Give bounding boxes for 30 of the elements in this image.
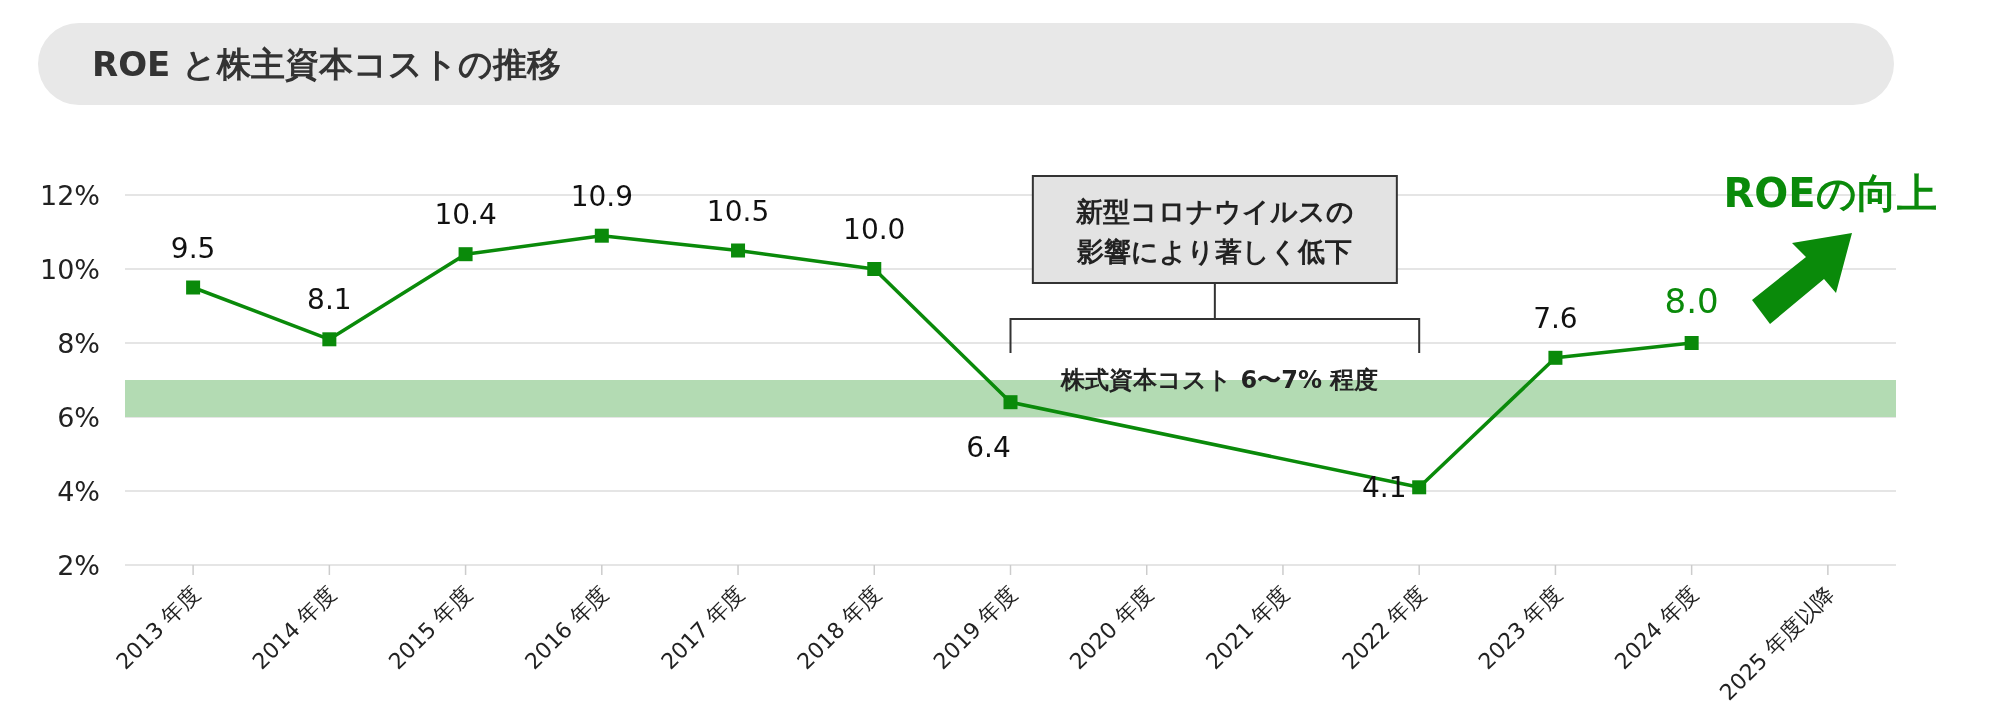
point xyxy=(322,332,337,347)
y-tick-label: 8% xyxy=(57,328,100,359)
point xyxy=(731,243,746,258)
data-label: 7.6 xyxy=(1533,301,1578,335)
data-label: 10.5 xyxy=(706,194,770,228)
point xyxy=(186,280,201,295)
data-label: 8.1 xyxy=(307,283,352,317)
y-tick-label: 12% xyxy=(39,180,100,211)
point xyxy=(1684,336,1699,350)
point xyxy=(594,228,609,243)
point xyxy=(1412,480,1427,495)
chart-title: ROE と株主資本コストの推移 xyxy=(92,44,562,84)
data-label: 10.4 xyxy=(434,198,497,232)
point xyxy=(1548,350,1563,365)
data-label: 9.5 xyxy=(170,231,216,265)
y-tick-label: 4% xyxy=(57,476,100,507)
annotation: 新型コロナウイルスの影響により著しく低下 xyxy=(1074,196,1354,267)
data-label: 6.4 xyxy=(966,431,1011,465)
annotation: ROEの向上 xyxy=(1723,170,1937,216)
point xyxy=(867,262,882,276)
data-label: 8.0 xyxy=(1664,281,1719,321)
data-label: 4.1 xyxy=(1361,471,1407,505)
y-tick-label: 10% xyxy=(39,254,100,285)
data-label: 10.9 xyxy=(570,179,633,213)
point xyxy=(458,247,473,262)
data-label: 10.0 xyxy=(843,213,906,246)
y-tick-label: 2% xyxy=(57,550,100,581)
y-tick-label: 6% xyxy=(57,402,100,433)
band-label: 株式資本コスト 6〜7% 程度 xyxy=(1060,366,1379,394)
point xyxy=(1003,395,1018,410)
